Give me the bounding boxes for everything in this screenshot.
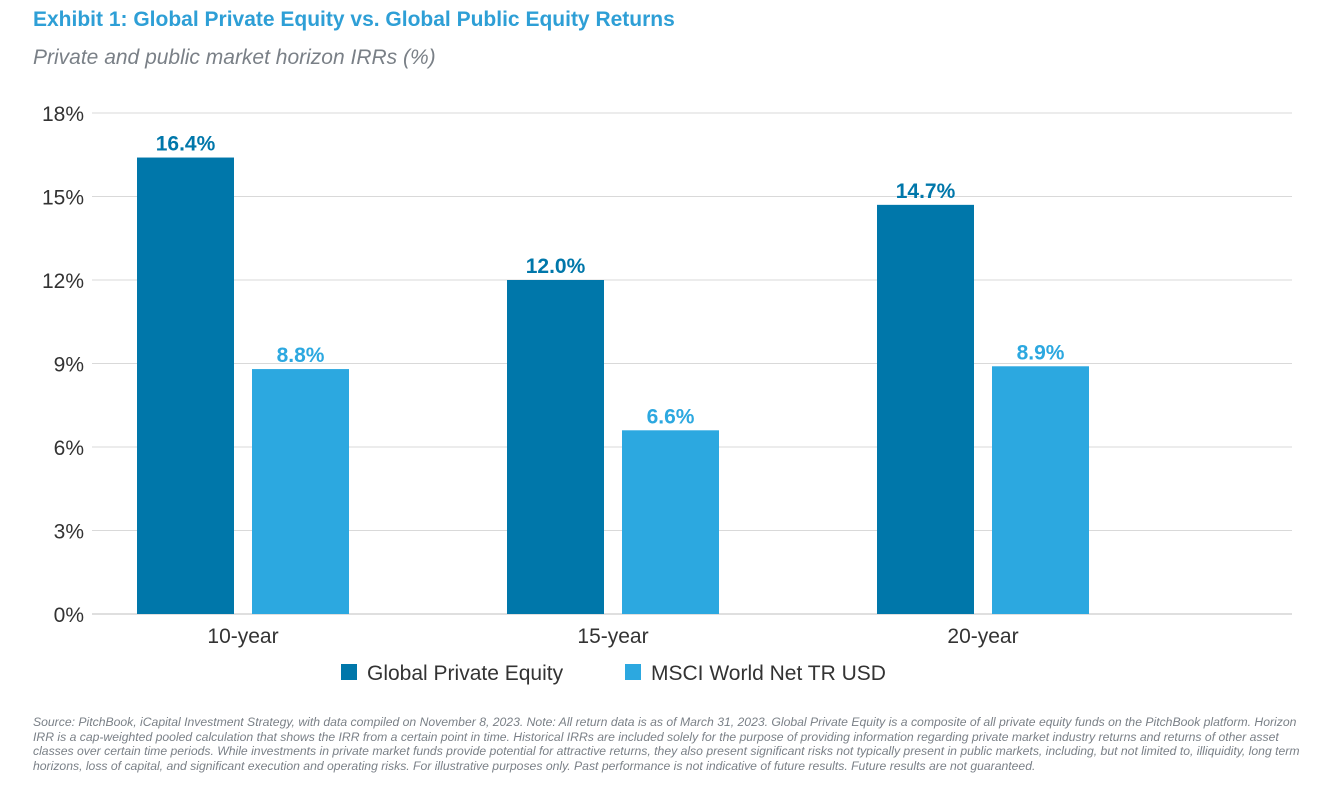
data-label: 6.6% — [647, 405, 695, 428]
bar — [507, 280, 604, 614]
data-label: 8.9% — [1017, 341, 1065, 364]
legend-label: MSCI World Net TR USD — [651, 662, 886, 685]
data-label: 8.8% — [277, 344, 325, 367]
y-tick-label: 18% — [42, 103, 84, 126]
bar — [992, 366, 1089, 614]
bar — [877, 204, 974, 614]
chart-subtitle: Private and public market horizon IRRs (… — [33, 46, 436, 69]
footnote: Source: PitchBook, iCapital Investment S… — [33, 715, 1300, 773]
legend-swatch — [341, 664, 357, 680]
y-tick-label: 6% — [54, 437, 84, 460]
x-tick-label: 15-year — [577, 625, 648, 648]
y-tick-label: 9% — [54, 354, 84, 377]
y-tick-label: 15% — [42, 187, 84, 210]
y-tick-label: 0% — [54, 604, 84, 627]
legend-label: Global Private Equity — [367, 662, 564, 685]
bar — [622, 430, 719, 614]
bar — [137, 157, 234, 615]
data-label: 12.0% — [526, 255, 586, 278]
chart-title: Exhibit 1: Global Private Equity vs. Glo… — [33, 8, 675, 31]
y-tick-label: 12% — [42, 270, 84, 293]
x-tick-label: 10-year — [207, 625, 278, 648]
x-tick-label: 20-year — [947, 625, 1018, 648]
data-label: 14.7% — [896, 180, 956, 203]
data-label: 16.4% — [156, 133, 216, 156]
legend-swatch — [625, 664, 641, 680]
bar — [252, 369, 349, 614]
y-tick-label: 3% — [54, 521, 84, 544]
